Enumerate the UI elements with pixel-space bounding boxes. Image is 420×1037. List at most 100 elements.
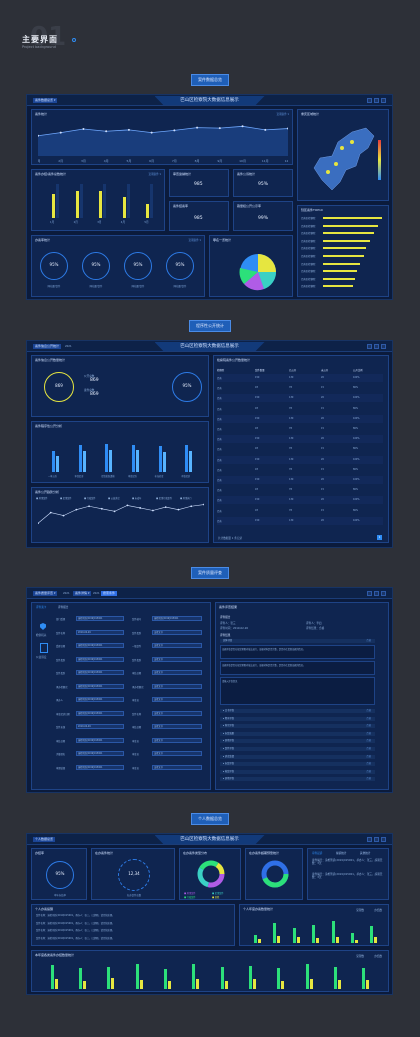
- year-label[interactable]: 2021: [93, 591, 100, 595]
- field-value: 渝检刑诉[2019]015001: [76, 670, 124, 675]
- search-icon[interactable]: [367, 837, 372, 842]
- table-row: [217, 414, 383, 423]
- bar: [196, 978, 200, 989]
- page-button[interactable]: 1: [377, 535, 382, 540]
- page-subtitle: Project background: [22, 45, 56, 49]
- total-label: 案件总数: [84, 389, 95, 392]
- opinion-textarea[interactable]: 请输入评查意见: [220, 677, 375, 705]
- accordion-item[interactable]: ▸ 程序评查 合格: [220, 716, 375, 721]
- bell-icon[interactable]: [374, 591, 379, 596]
- accordion-item[interactable]: ▸ 卷宗评查 合格: [220, 724, 375, 729]
- table-cell: 20: [321, 518, 324, 522]
- trend-line-chart: [38, 503, 204, 525]
- search-icon[interactable]: [367, 591, 372, 596]
- year-label[interactable]: 2021: [65, 344, 72, 348]
- table-cell: 150: [255, 437, 260, 441]
- tab-review[interactable]: 审查起诉: [312, 852, 323, 855]
- search-icon[interactable]: [367, 98, 372, 103]
- bell-icon[interactable]: [374, 98, 379, 103]
- tab-report[interactable]: 评查报告: [58, 606, 69, 609]
- review-time: 评查时间：2019-02-26: [220, 627, 249, 630]
- trend-point: [177, 508, 180, 511]
- item-label: ▸ 程序评查: [223, 716, 235, 720]
- field-value: 渝检刑诉[2019]015001: [76, 751, 124, 756]
- accordion-item[interactable]: 实体评查 合格: [220, 639, 375, 643]
- range-select[interactable]: 近期案件 ▾: [148, 173, 161, 176]
- donut-value: 95%: [182, 383, 192, 388]
- user-icon[interactable]: [381, 591, 386, 596]
- accordion-item[interactable]: ▸ 档案评查 合格: [220, 769, 375, 774]
- bar: [146, 204, 150, 218]
- field-label: 承办人: [56, 699, 63, 702]
- legend-item: 办结数: [374, 909, 382, 912]
- section-title-2: 程序性公开统计: [189, 320, 231, 332]
- search-icon[interactable]: [367, 344, 372, 349]
- accordion-item[interactable]: ▸ 办案评查 合格: [220, 762, 375, 767]
- field-label: 部门受理: [56, 618, 66, 621]
- bell-icon[interactable]: [374, 344, 379, 349]
- top-bar: 个人数据总览 巴山区检察院大数据信息展示: [27, 834, 392, 845]
- bell-icon[interactable]: [374, 837, 379, 842]
- range-select[interactable]: 近期案件 ▾: [276, 113, 289, 116]
- program-analysis-panel: 案件程序性公开分析 一审公诉 审查起诉 提请批准逮捕 审查起诉 补充侦查 审查起诉: [31, 421, 209, 483]
- tab-other[interactable]: 其他统计: [360, 852, 371, 855]
- stat-value: 985: [194, 216, 203, 221]
- accordion-item[interactable]: ▸ 办案效果 合格: [220, 731, 375, 736]
- item-label: ▸ 诉讼监督: [223, 754, 235, 758]
- crime-pie[interactable]: [236, 250, 280, 294]
- donut-value: 95%: [55, 871, 65, 876]
- user-icon[interactable]: [381, 98, 386, 103]
- map-panel: 重庆区域统计: [297, 109, 389, 201]
- accordion-item[interactable]: ▸ 案件评查 合格: [220, 747, 375, 751]
- table-cell: 130: [289, 396, 294, 400]
- accordion-item[interactable]: ▸ 诉讼监督 合格: [220, 754, 375, 759]
- field-value: 法律文书: [152, 683, 202, 689]
- stat-title: 案件结案率: [173, 204, 189, 208]
- view-select[interactable]: 案件质量评查 ▾: [33, 591, 58, 596]
- bar: [337, 980, 341, 989]
- legend-item: ■ 未成年: [132, 497, 142, 500]
- table-cell: 20: [321, 376, 324, 379]
- tab-arrest[interactable]: 捕诉统计: [336, 852, 347, 855]
- region-map[interactable]: [302, 120, 386, 198]
- trend-point: [150, 131, 153, 134]
- bar: [277, 936, 281, 943]
- percent-donut: 95%: [172, 372, 202, 402]
- view-select[interactable]: 个人数据总览: [33, 837, 56, 842]
- bar: [105, 443, 109, 472]
- search-button[interactable]: 搜索条件: [101, 591, 118, 596]
- x-tick: 10月: [239, 159, 246, 163]
- table-cell: 20: [321, 437, 324, 441]
- legend-item: ■ 民事案件: [212, 892, 224, 895]
- bar: [366, 979, 370, 989]
- field-value: 渝检刑诉[2019]015001: [76, 656, 124, 662]
- accordion-item[interactable]: ▸ 其他评查 合格: [220, 777, 375, 782]
- range-select[interactable]: 近期案件 ▾: [188, 239, 201, 242]
- detail-select[interactable]: 案件详情 ▾: [73, 591, 92, 596]
- trend-point: [218, 127, 221, 130]
- screen-case-overview: 案件数据总览 ▾ 巴山区检察院大数据信息展示 案件统计 近期案件 ▾ 1月 2月 3…: [26, 94, 393, 300]
- table-cell: 80%: [353, 508, 359, 512]
- tab-case-card[interactable]: 评查案卡: [36, 606, 47, 609]
- view-select[interactable]: 案件信息公开统计: [33, 344, 62, 349]
- table-cell: 100%: [353, 498, 360, 502]
- accordion-item[interactable]: ▸ 其他评查 合格: [220, 739, 375, 744]
- year-label[interactable]: 2021: [63, 591, 70, 595]
- table-row: [217, 496, 383, 505]
- legend: ■ 刑事案件 ■ 民事案件 ■ 行政案件 ■ 公益诉讼 ■ 未成年 ■ 民事行政案件 ■ 刑…: [36, 496, 206, 500]
- item-status: 合格: [366, 769, 371, 773]
- tab-panel: 审查起诉 捕诉统计 其他统计 案件编号：渝检刑诉(2019)015001，承办人…: [307, 848, 389, 900]
- legend-item: 受理数: [356, 909, 364, 912]
- panel-title: 检察院案件公开数量统计: [217, 358, 251, 362]
- view-select[interactable]: 案件数据总览 ▾: [33, 98, 58, 103]
- table-header: 公开比例: [353, 369, 363, 372]
- trend-point: [287, 127, 288, 130]
- stat-value: 95%: [258, 182, 269, 187]
- donut-label: 网站量/案件: [173, 285, 187, 288]
- user-icon[interactable]: [381, 344, 386, 349]
- org-label: 检察机关: [36, 634, 47, 637]
- accordion-item[interactable]: ▸ 文书评查 合格: [220, 709, 375, 713]
- table-cell: 15: [321, 488, 324, 492]
- user-icon[interactable]: [381, 837, 386, 842]
- field-value: 渝检刑诉[2019]015001: [152, 616, 202, 621]
